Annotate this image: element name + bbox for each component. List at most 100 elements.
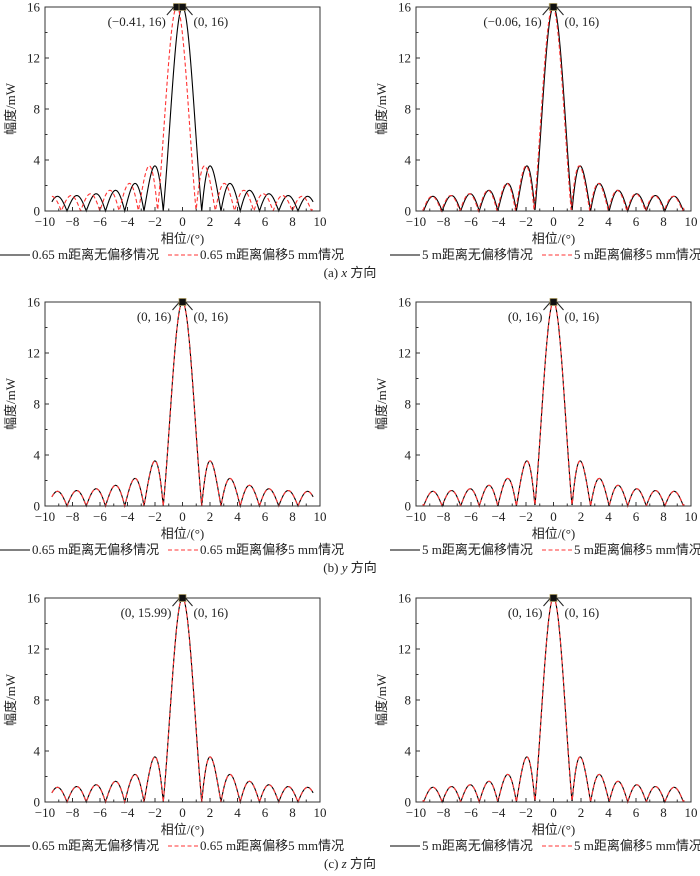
x-tick-label: 8 [289, 509, 296, 524]
legend-label: 5 m距离无偏移情况 [422, 247, 533, 262]
peak-annotation: (0, 16) [565, 14, 600, 29]
peak-marker [178, 298, 187, 306]
caption-label: (c) [324, 856, 338, 871]
x-tick-label: −8 [66, 214, 80, 229]
x-tick-label: 10 [314, 214, 327, 229]
y-axis-label: 幅度/mW [3, 673, 18, 726]
x-axis-label: 相位/(°) [532, 822, 575, 837]
caption-suffix: 方向 [350, 265, 376, 280]
series-line-1 [51, 597, 314, 805]
peak-annotation: (−0.41, 16) [108, 14, 166, 29]
series-line-0 [422, 597, 685, 804]
caption-label: (b) [323, 560, 338, 575]
y-tick-label: 16 [398, 0, 412, 15]
y-tick-label: 8 [405, 102, 412, 117]
legend-item-solid: 0.65 m距离无偏移情况 [0, 542, 159, 557]
x-tick-label: 10 [314, 509, 327, 524]
x-tick-label: 0 [179, 214, 186, 229]
legend-item-dashed: 5 m距离偏移5 mm情况 [542, 542, 700, 557]
peak-marker [549, 594, 558, 602]
legend-item-solid: 0.65 m距离无偏移情况 [0, 247, 159, 262]
x-tick-label: 4 [234, 509, 241, 524]
x-tick-label: 4 [605, 805, 612, 820]
x-tick-label: −4 [492, 805, 506, 820]
x-tick-label: 0 [550, 509, 557, 524]
x-tick-label: 6 [633, 214, 640, 229]
series-line-0 [51, 301, 314, 509]
y-tick-label: 12 [398, 51, 411, 66]
annotation-leader [166, 6, 175, 16]
x-tick-label: −2 [148, 214, 162, 229]
x-tick-label: 4 [605, 509, 612, 524]
chart-panel-b-right: −10 −8 −6 −4 −2 0 2 4 6 8 10 0 4 8 12 16 相位/(°) 幅度/mW (0, … [374, 295, 700, 558]
annotation-leader [185, 597, 193, 607]
y-axis-label: 幅度/mW [374, 82, 389, 135]
x-tick-label: −4 [121, 805, 135, 820]
y-tick-label: 0 [405, 499, 412, 514]
y-tick-label: 4 [405, 448, 412, 463]
y-tick-label: 16 [27, 295, 41, 310]
legend-item-dashed: 0.65 m距离偏移5 mm情况 [168, 542, 344, 557]
x-tick-label: 0 [179, 509, 186, 524]
x-tick-label: 4 [234, 805, 241, 820]
annotation-leader [556, 6, 564, 16]
series-line-1 [422, 597, 685, 804]
plot-frame [415, 6, 692, 212]
x-tick-label: 2 [578, 509, 585, 524]
x-tick-label: −6 [93, 214, 107, 229]
x-tick-label: −2 [519, 509, 533, 524]
y-tick-label: 8 [34, 102, 41, 117]
legend-label: 5 m距离偏移5 mm情况 [574, 838, 700, 853]
y-tick-label: 12 [27, 346, 40, 361]
x-tick-label: 8 [660, 214, 667, 229]
y-tick-label: 8 [405, 397, 412, 412]
legend-label: 5 m距离偏移5 mm情况 [574, 542, 700, 557]
legend-label: 0.65 m距离偏移5 mm情况 [200, 838, 344, 853]
y-tick-label: 0 [405, 795, 412, 810]
x-tick-label: 2 [207, 805, 214, 820]
x-tick-label: −10 [35, 805, 55, 820]
peak-annotation: (0, 16) [194, 605, 229, 620]
chart-panel-b-left: −10 −8 −6 −4 −2 0 2 4 6 8 10 0 4 8 12 16 相位/(°) 幅度/mW (0, … [0, 295, 344, 557]
y-axis-label: 幅度/mW [3, 377, 18, 430]
x-tick-label: 2 [578, 805, 585, 820]
annotation-leader [185, 301, 193, 311]
x-tick-label: −2 [519, 805, 533, 820]
peak-annotation: (−0.06, 16) [483, 14, 541, 29]
y-tick-label: 4 [34, 448, 41, 463]
legend-item-solid: 5 m距离无偏移情况 [390, 247, 533, 262]
series-line-1 [422, 301, 685, 508]
peak-annotation: (0, 16) [565, 605, 600, 620]
x-axis-label: 相位/(°) [161, 526, 204, 541]
annotation-leader [556, 301, 564, 311]
x-tick-label: −10 [406, 509, 426, 524]
annotation-leader [556, 597, 564, 607]
caption-suffix: 方向 [350, 856, 376, 871]
y-tick-label: 4 [34, 744, 41, 759]
series-line-1 [422, 6, 685, 213]
x-tick-label: 2 [578, 214, 585, 229]
peak-marker [549, 3, 558, 11]
x-tick-label: 4 [234, 214, 241, 229]
x-tick-label: 6 [633, 805, 640, 820]
legend-label: 0.65 m距离无偏移情况 [32, 542, 159, 557]
y-axis-label: 幅度/mW [374, 673, 389, 726]
y-tick-label: 12 [398, 346, 411, 361]
y-tick-label: 4 [405, 153, 412, 168]
legend-item-solid: 5 m距离无偏移情况 [390, 838, 533, 853]
x-tick-label: 10 [685, 509, 698, 524]
y-tick-label: 12 [27, 642, 40, 657]
x-tick-label: 6 [262, 805, 269, 820]
x-tick-label: −10 [35, 509, 55, 524]
y-tick-label: 4 [34, 153, 41, 168]
x-tick-label: 2 [207, 509, 214, 524]
y-tick-label: 8 [405, 693, 412, 708]
x-tick-label: −4 [121, 509, 135, 524]
x-tick-label: 10 [685, 805, 698, 820]
plot-frame [44, 597, 321, 803]
peak-marker [178, 3, 187, 11]
chart-panel-c-right: −10 −8 −6 −4 −2 0 2 4 6 8 10 0 4 8 12 16 相位/(°) 幅度/mW (0, … [374, 591, 700, 854]
y-tick-label: 0 [34, 795, 41, 810]
peak-annotation: (0, 16) [508, 309, 543, 324]
peak-annotation: (0, 16) [508, 605, 543, 620]
